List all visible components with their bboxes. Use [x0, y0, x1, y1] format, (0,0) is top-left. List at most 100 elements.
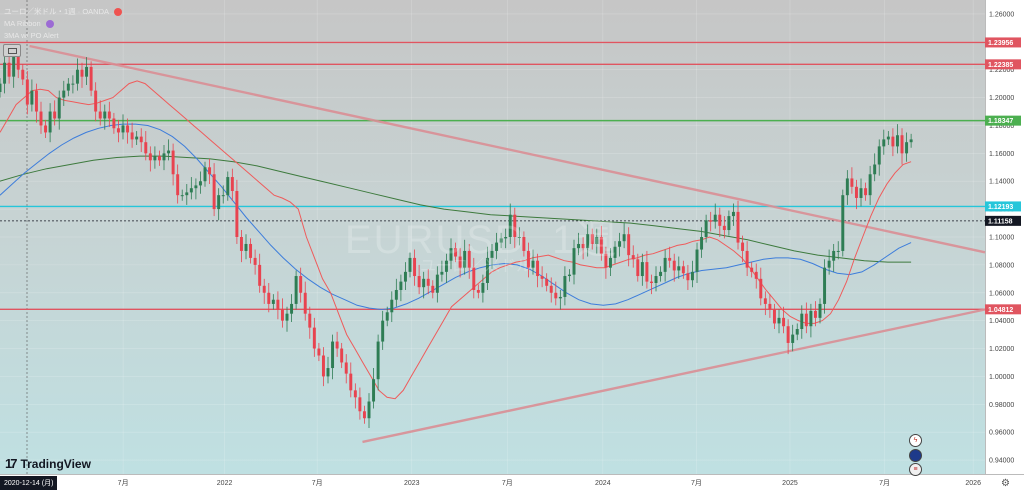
- candle-body: [331, 341, 335, 369]
- candle-body: [290, 303, 294, 314]
- candle-body: [208, 167, 212, 175]
- candle-body: [385, 312, 389, 321]
- candle-body: [422, 278, 426, 288]
- candle-body: [476, 289, 480, 293]
- candle-body: [745, 250, 749, 268]
- collapse-legend-button[interactable]: [3, 44, 21, 57]
- time-tick-label: 2023: [404, 480, 420, 487]
- candle-body: [700, 237, 704, 250]
- price-level-tag-label: 1.23956: [988, 40, 1013, 47]
- candle-body: [736, 211, 740, 243]
- eu-flag-icon[interactable]: [909, 449, 922, 462]
- indicator-3ma-label: 3MA w/ PO Alert: [4, 31, 59, 40]
- candle-body: [271, 299, 275, 304]
- indicator-settings-icon[interactable]: [45, 20, 54, 29]
- candle-body: [144, 142, 148, 154]
- candle-body: [845, 178, 849, 196]
- candle-body: [235, 190, 239, 237]
- tradingview-logo[interactable]: 17 TradingView: [5, 456, 91, 471]
- price-axis[interactable]: [985, 0, 1024, 474]
- price-tick-label: 1.02000: [989, 346, 1014, 353]
- time-tick-label: 7月: [118, 479, 129, 487]
- candle-body: [499, 238, 503, 243]
- candle-body: [545, 278, 549, 286]
- candle-body: [895, 135, 899, 147]
- candle-body: [217, 195, 221, 210]
- candle-body: [431, 285, 435, 293]
- candle-body: [112, 118, 116, 129]
- candle-body: [408, 257, 412, 272]
- candle-body: [53, 111, 57, 119]
- candle-body: [549, 285, 553, 293]
- candle-body: [722, 225, 726, 231]
- plot-area[interactable]: [0, 0, 985, 474]
- candle-body: [754, 271, 758, 279]
- candle-body: [276, 299, 280, 310]
- candle-body: [226, 177, 230, 196]
- candle-body: [472, 267, 476, 290]
- candle-body: [495, 242, 499, 251]
- candle-body: [285, 313, 289, 321]
- lightning-icon[interactable]: ϟ: [909, 434, 922, 447]
- candle-body: [627, 234, 631, 256]
- candle-body: [567, 274, 571, 277]
- candle-body: [832, 250, 836, 261]
- candle-body: [358, 397, 362, 412]
- candle-body: [157, 156, 161, 161]
- candle-body: [631, 255, 635, 260]
- ma-mid-line: [0, 123, 912, 311]
- candle-body: [253, 257, 257, 265]
- candle-body: [727, 216, 731, 231]
- time-axis[interactable]: [0, 474, 1024, 492]
- candle-body: [558, 296, 562, 299]
- trendline: [362, 308, 986, 444]
- candle-body: [595, 237, 599, 244]
- chart-title[interactable]: ユーロ／米ドル・1週 · OANDA: [4, 6, 122, 17]
- price-tick-label: 1.16000: [989, 151, 1014, 158]
- candle-body: [782, 317, 786, 327]
- candle-body: [176, 174, 180, 196]
- candle-body: [198, 181, 202, 186]
- candle-body: [677, 266, 681, 271]
- candle-body: [841, 195, 845, 251]
- candle-body: [344, 362, 348, 374]
- indicator-ma-ribbon[interactable]: MA Ribbon: [4, 19, 54, 29]
- candle-body: [294, 276, 298, 304]
- candle-body: [212, 174, 216, 210]
- indicator-3ma[interactable]: 3MA w/ PO Alert: [4, 31, 59, 40]
- candle-body: [827, 260, 831, 268]
- candle-body: [613, 246, 617, 258]
- candle-body: [645, 262, 649, 282]
- tradingview-logo-text: TradingView: [20, 456, 91, 471]
- candle-body: [536, 260, 540, 277]
- candle-body: [57, 97, 61, 119]
- price-tick-label: 1.00000: [989, 374, 1014, 381]
- candle-body: [167, 150, 171, 154]
- gear-icon[interactable]: ⚙: [1001, 478, 1010, 489]
- candle-body: [854, 186, 858, 198]
- price-level-tag-label: 1.04812: [988, 307, 1013, 314]
- candle-body: [390, 299, 394, 313]
- candle-body: [490, 250, 494, 258]
- ma-fast-line: [0, 80, 912, 400]
- candle-body: [608, 257, 612, 268]
- candle-body: [786, 326, 790, 343]
- candle-body: [75, 69, 79, 84]
- candle-body: [403, 271, 407, 282]
- candle-body: [791, 334, 795, 343]
- candle-body: [107, 111, 111, 119]
- candle-body: [267, 292, 271, 304]
- candle-body: [185, 192, 189, 196]
- us-flag-icon[interactable]: ≡: [909, 463, 922, 476]
- candle-body: [317, 348, 321, 356]
- candle-body: [517, 237, 521, 238]
- chart-title-text: ユーロ／米ドル・1週 · OANDA: [4, 7, 109, 16]
- candle-body: [153, 156, 157, 161]
- candle-body: [508, 214, 512, 237]
- candle-body: [367, 401, 371, 419]
- candle-body: [7, 62, 11, 77]
- alert-dot-icon[interactable]: [113, 8, 122, 17]
- candle-body: [139, 136, 143, 143]
- candle-body: [513, 214, 517, 237]
- candle-body: [44, 125, 48, 133]
